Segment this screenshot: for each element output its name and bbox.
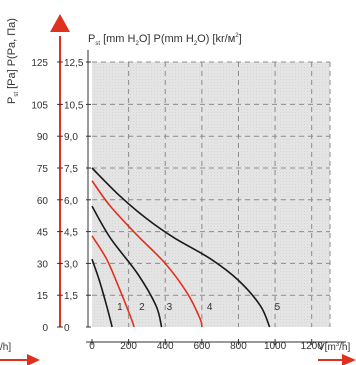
- y-tick-mm-label: 12,5: [64, 58, 84, 69]
- y-axis-label: Pst [Pa] P(Pa, Па): [6, 18, 20, 104]
- grid-lines: [92, 61, 331, 327]
- y-tick-pa-label: 75: [37, 164, 49, 175]
- curve-labels: 1 2 3 4 5: [117, 302, 280, 313]
- y-ticks-mm: 0 1,5 3,0 4,5 6,0 7,5 9,0 10,5 12,5: [64, 58, 91, 334]
- y-tick-pa-label: 30: [37, 259, 49, 270]
- x-tick-label: 1000: [264, 341, 287, 352]
- y-axis-pa-arrow-icon: [50, 14, 70, 32]
- chart-title: Pst [mm H2O] P(mm H2O) [kr/м2]: [88, 33, 242, 47]
- x-axis-label: V[m3/h]: [318, 342, 350, 353]
- y-tick-pa-label: 15: [37, 291, 49, 302]
- y-tick-mm-label: 0: [64, 323, 70, 334]
- series-curve-3: [91, 205, 163, 328]
- series-label-4: 4: [207, 302, 213, 313]
- x-tick-label: 0: [89, 341, 95, 352]
- series-curve-5: [91, 167, 271, 328]
- y-ticks-pa: 0 15 30 45 60 75 90 105 125: [31, 58, 63, 334]
- series-label-3: 3: [167, 302, 173, 313]
- y-tick-pa-label: 105: [31, 100, 48, 111]
- series-label-2: 2: [139, 302, 145, 313]
- y-tick-pa-label: 125: [31, 58, 48, 69]
- y-tick-mm-label: 3,0: [64, 259, 78, 270]
- series-layer: [91, 167, 271, 328]
- y-tick-pa-label: 60: [37, 196, 49, 207]
- series-curve-1: [91, 258, 113, 328]
- x-tick-label: 200: [120, 341, 137, 352]
- x-ticks: 0 200 400 600 800 1000 1200: [89, 339, 323, 352]
- y-tick-pa-label: 45: [37, 228, 49, 239]
- y-tick-pa-label: 0: [42, 323, 48, 334]
- left-cut-label: /h]: [0, 342, 11, 353]
- x-tick-label: 1200: [301, 341, 324, 352]
- x-tick-label: 600: [194, 341, 211, 352]
- series-label-5: 5: [275, 302, 281, 313]
- series-curve-4: [91, 180, 203, 328]
- y-tick-mm-label: 7,5: [64, 164, 78, 175]
- y-tick-mm-label: 10,5: [64, 100, 84, 111]
- y-tick-pa-label: 90: [37, 132, 49, 143]
- left-arrow-icon: [27, 354, 40, 365]
- series-label-1: 1: [117, 302, 123, 313]
- y-tick-mm-label: 9,0: [64, 132, 78, 143]
- x-tick-label: 800: [230, 341, 247, 352]
- y-tick-mm-label: 1,5: [64, 291, 78, 302]
- plot-area: [92, 62, 330, 327]
- series-curve-2: [91, 235, 135, 328]
- x-tick-label: 400: [157, 341, 174, 352]
- x-axis-arrow-icon: [342, 354, 356, 365]
- y-tick-mm-label: 4,5: [64, 228, 78, 239]
- y-tick-mm-label: 6,0: [64, 196, 78, 207]
